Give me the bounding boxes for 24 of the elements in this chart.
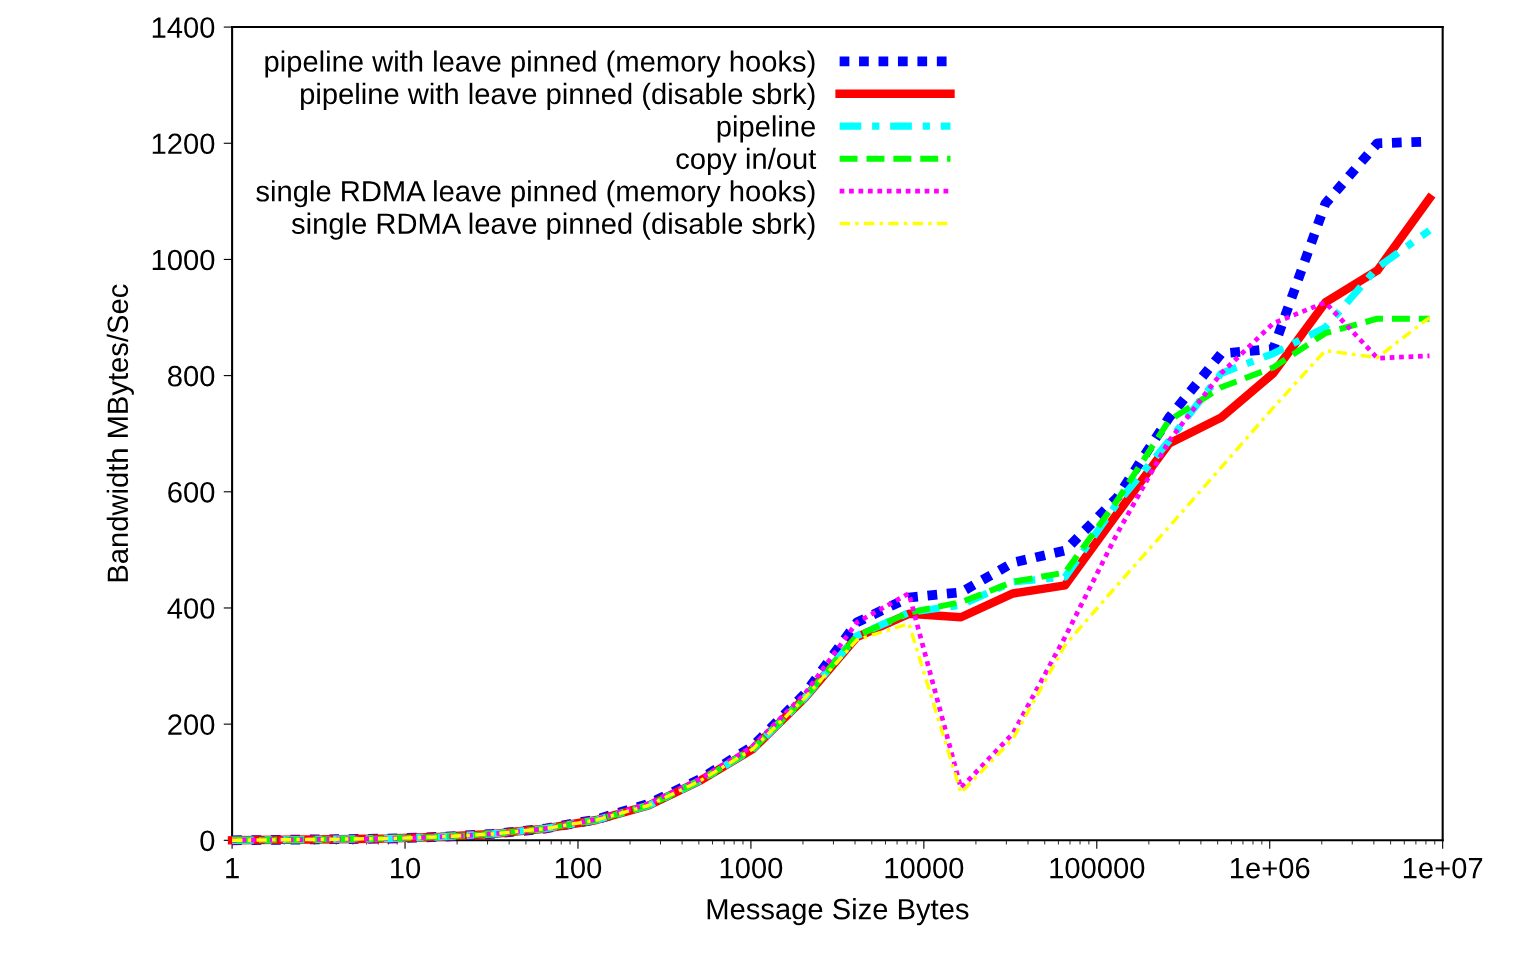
y-axis-title: Bandwidth MBytes/Sec — [106, 284, 134, 582]
legend-label: pipeline with leave pinned (disable sbrk) — [301, 82, 815, 111]
y-tick-label: 600 — [168, 481, 215, 503]
y-tick-label: 1200 — [152, 133, 215, 155]
legend-label: single RDMA leave pinned (disable sbrk) — [291, 212, 815, 240]
x-tick-label: 10 — [391, 857, 421, 879]
x-tick-label: 1e+07 — [1403, 857, 1483, 879]
x-tick-label: 1000 — [720, 857, 783, 879]
y-tick-label: 800 — [168, 365, 215, 387]
legend-label: pipeline with leave pinned (memory hooks) — [265, 50, 815, 78]
x-tick-label: 10000 — [885, 857, 964, 879]
x-tick-label: 1e+06 — [1231, 857, 1310, 879]
legend-label: single RDMA leave pinned (memory hooks) — [256, 180, 815, 208]
x-tick-label: 100000 — [1050, 857, 1145, 879]
legend-label: pipeline — [717, 115, 816, 143]
legend-label: copy in/out — [676, 147, 817, 175]
y-tick-label: 0 — [200, 830, 215, 852]
x-axis-title: Message Size Bytes — [707, 898, 969, 926]
x-tick-label: 100 — [555, 857, 602, 879]
x-tick-label: 1 — [226, 858, 239, 879]
y-tick-label: 1000 — [152, 249, 215, 271]
y-tick-label: 1400 — [152, 17, 215, 38]
y-tick-label: 200 — [168, 714, 215, 735]
y-tick-label: 400 — [167, 598, 215, 619]
